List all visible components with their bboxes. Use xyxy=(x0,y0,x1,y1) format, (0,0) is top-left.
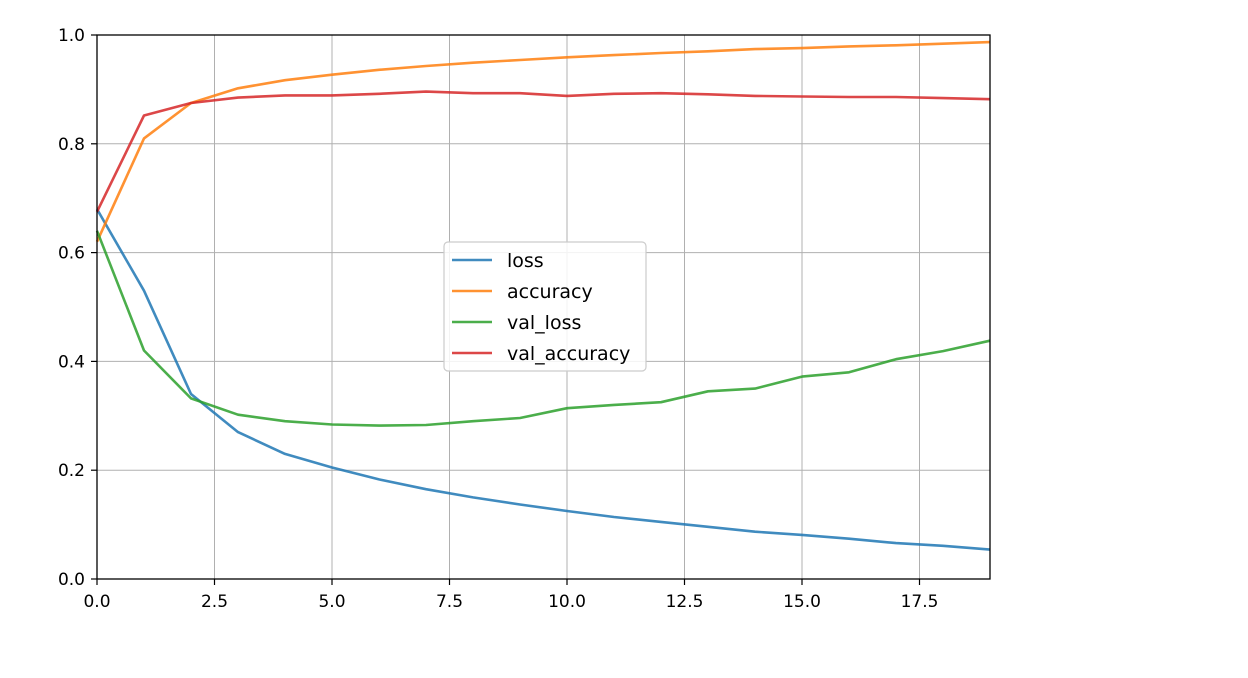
legend-label-val-accuracy: val_accuracy xyxy=(507,343,630,365)
x-tick-label: 15.0 xyxy=(783,592,821,612)
legend-label-loss: loss xyxy=(507,250,544,272)
legend-box xyxy=(443,241,647,372)
legend-label-val-loss: val_loss xyxy=(507,312,581,334)
x-tick-label: 17.5 xyxy=(901,592,939,612)
legend-label-accuracy: accuracy xyxy=(507,281,593,303)
x-tick-label: 12.5 xyxy=(666,592,704,612)
series-lines xyxy=(95,40,991,551)
x-tick-label: 0.0 xyxy=(83,592,110,612)
x-tick-label: 2.5 xyxy=(201,592,228,612)
y-tick-label: 0.6 xyxy=(58,244,85,264)
x-tick-label: 5.0 xyxy=(318,592,345,612)
plot-frame xyxy=(96,34,991,580)
y-tick-label: 0.4 xyxy=(58,352,85,372)
y-tick-label: 1.0 xyxy=(58,26,85,46)
series-line-val-loss xyxy=(95,230,991,427)
y-tick-label: 0.0 xyxy=(58,570,85,590)
series-line-val-accuracy xyxy=(95,90,991,213)
legend: loss accuracy val_loss val_accuracy xyxy=(443,241,647,372)
x-tick-label: 10.0 xyxy=(548,592,586,612)
x-tick-label: 7.5 xyxy=(436,592,463,612)
series-line-accuracy xyxy=(95,40,991,243)
y-tick-label: 0.8 xyxy=(58,135,85,155)
axis-ticks: 0.0 2.5 5.0 7.5 10.0 12.5 15.0 17.5 0.0 0.2 0.4 0.6… xyxy=(58,26,938,612)
y-tick-label: 0.2 xyxy=(58,461,85,481)
series-line-loss xyxy=(95,208,991,551)
